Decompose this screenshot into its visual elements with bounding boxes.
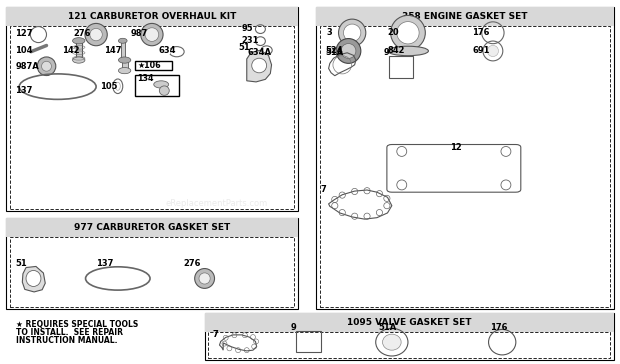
Ellipse shape xyxy=(73,37,85,44)
Text: 51A: 51A xyxy=(325,48,343,57)
Text: 634: 634 xyxy=(158,46,175,55)
Ellipse shape xyxy=(341,44,356,58)
Text: 105: 105 xyxy=(100,82,118,91)
Bar xyxy=(205,313,614,332)
Text: 977 CARBURETOR GASKET SET: 977 CARBURETOR GASKET SET xyxy=(74,223,230,232)
Ellipse shape xyxy=(487,46,498,56)
Ellipse shape xyxy=(141,23,163,46)
Text: 3: 3 xyxy=(327,28,332,36)
Ellipse shape xyxy=(37,57,56,76)
Bar xyxy=(320,26,610,307)
Bar xyxy=(316,7,614,26)
Bar xyxy=(6,218,298,309)
Ellipse shape xyxy=(73,57,85,63)
Text: 95: 95 xyxy=(242,24,254,32)
Bar xyxy=(76,41,82,60)
Text: 987: 987 xyxy=(130,29,148,38)
Bar xyxy=(205,313,614,360)
Ellipse shape xyxy=(383,334,401,350)
Bar xyxy=(389,56,413,78)
Text: 147: 147 xyxy=(104,46,122,55)
Ellipse shape xyxy=(118,57,131,63)
Polygon shape xyxy=(22,266,45,292)
Ellipse shape xyxy=(343,24,361,41)
Ellipse shape xyxy=(159,86,169,95)
Text: INSTRUCTION MANUAL.: INSTRUCTION MANUAL. xyxy=(16,336,117,345)
Text: 358 ENGINE GASKET SET: 358 ENGINE GASKET SET xyxy=(402,12,528,21)
Text: 127: 127 xyxy=(16,29,33,38)
Bar xyxy=(316,7,614,309)
Ellipse shape xyxy=(199,273,210,284)
Bar xyxy=(6,7,298,211)
Bar xyxy=(121,42,125,58)
Text: 137: 137 xyxy=(16,86,33,95)
Text: 231: 231 xyxy=(242,36,259,44)
Ellipse shape xyxy=(336,39,361,63)
Ellipse shape xyxy=(339,19,366,46)
Bar xyxy=(208,332,610,358)
Text: 137: 137 xyxy=(96,260,113,268)
Ellipse shape xyxy=(388,46,428,56)
Ellipse shape xyxy=(90,28,102,41)
Text: 176: 176 xyxy=(490,323,507,332)
Ellipse shape xyxy=(397,21,419,44)
Text: 176: 176 xyxy=(472,28,490,36)
Text: 134: 134 xyxy=(138,74,154,83)
Text: 7: 7 xyxy=(212,331,218,339)
Text: eReplacementParts.com: eReplacementParts.com xyxy=(166,199,268,208)
Text: 20: 20 xyxy=(388,28,399,36)
Ellipse shape xyxy=(195,269,215,288)
Ellipse shape xyxy=(118,67,131,74)
Text: ★106: ★106 xyxy=(138,61,161,70)
Text: 12: 12 xyxy=(450,143,462,152)
Text: 634A: 634A xyxy=(248,48,272,57)
Ellipse shape xyxy=(26,270,41,286)
Text: 51: 51 xyxy=(16,260,27,268)
Text: 842: 842 xyxy=(388,46,405,55)
Bar xyxy=(135,61,172,70)
Bar xyxy=(122,60,128,71)
Ellipse shape xyxy=(42,61,51,71)
Text: TO INSTALL.  SEE REPAIR: TO INSTALL. SEE REPAIR xyxy=(16,328,123,337)
Text: ★ REQUIRES SPECIAL TOOLS: ★ REQUIRES SPECIAL TOOLS xyxy=(16,320,138,329)
Text: 51: 51 xyxy=(239,43,250,52)
Bar xyxy=(6,218,298,237)
Text: 121 CARBURETOR OVERHAUL KIT: 121 CARBURETOR OVERHAUL KIT xyxy=(68,12,236,21)
Ellipse shape xyxy=(145,28,159,41)
Text: 104: 104 xyxy=(16,46,33,55)
Ellipse shape xyxy=(252,58,267,73)
Text: 987A: 987A xyxy=(16,62,39,71)
Bar xyxy=(296,331,321,352)
Text: 7: 7 xyxy=(321,185,326,194)
Text: 1095 VALVE GASKET SET: 1095 VALVE GASKET SET xyxy=(347,318,471,327)
Text: 691: 691 xyxy=(472,46,490,55)
Ellipse shape xyxy=(391,15,425,50)
Text: 51A: 51A xyxy=(378,323,396,332)
Text: 276: 276 xyxy=(73,29,91,38)
Text: 9: 9 xyxy=(383,48,389,57)
Text: 9: 9 xyxy=(290,323,296,332)
Text: 524: 524 xyxy=(326,46,343,55)
Bar xyxy=(10,237,294,307)
Text: 276: 276 xyxy=(184,260,201,268)
Ellipse shape xyxy=(154,81,169,88)
Bar xyxy=(135,75,179,96)
Bar xyxy=(6,7,298,26)
Bar xyxy=(10,26,294,209)
Ellipse shape xyxy=(85,23,107,46)
Text: 142: 142 xyxy=(62,46,79,55)
Polygon shape xyxy=(247,50,272,82)
Ellipse shape xyxy=(118,38,127,43)
